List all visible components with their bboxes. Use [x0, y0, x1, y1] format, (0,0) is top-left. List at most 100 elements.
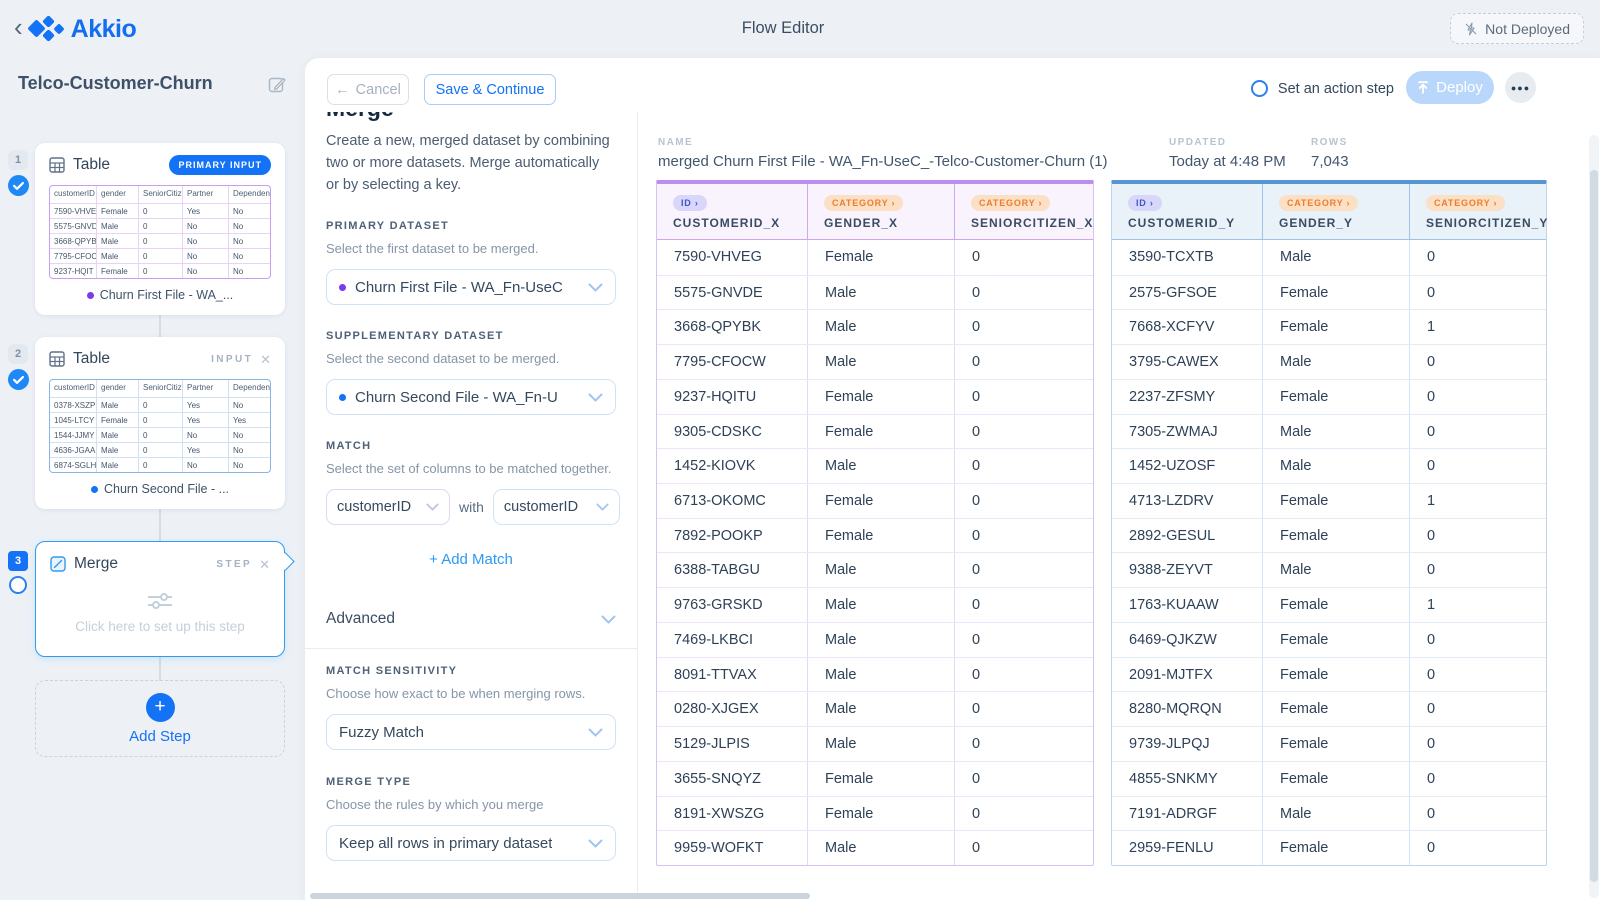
- column-header[interactable]: CATEGORY › SENIORCITIZEN_X: [954, 184, 1101, 239]
- table-cell: Female: [1262, 310, 1409, 345]
- card-title: Table: [73, 350, 111, 367]
- table-cell: 0: [1409, 692, 1546, 727]
- table-row: 7191-ADRGF Male 0: [1112, 795, 1546, 831]
- category-type-badge[interactable]: CATEGORY ›: [971, 195, 1051, 211]
- table-row: 2959-FENLU Female 0: [1112, 830, 1546, 865]
- table-row: 4855-SNKMY Female 0: [1112, 760, 1546, 796]
- flow-card-table-2[interactable]: Table INPUT ✕ customerID gender SeniorCiti…: [35, 337, 285, 509]
- mini-table-cell: No: [228, 442, 270, 457]
- more-options-button[interactable]: ●●●: [1505, 72, 1536, 103]
- cancel-label: Cancel: [355, 81, 401, 98]
- table-cell: 1763-KUAAW: [1129, 597, 1219, 614]
- match-left-select[interactable]: customerID: [326, 489, 450, 525]
- table-row: 7305-ZWMAJ Male 0: [1112, 413, 1546, 449]
- edit-flow-name-icon[interactable]: [268, 75, 287, 94]
- horizontal-scrollbar-thumb[interactable]: [310, 893, 810, 899]
- supplementary-dataset-select[interactable]: Churn Second File - WA_Fn-U: [326, 379, 616, 415]
- mini-table-cell: No: [182, 233, 228, 248]
- table-row: 7590-VHVEG Female 0: [657, 240, 1093, 275]
- table-cell: 1: [1409, 588, 1546, 622]
- table-row: 3795-CAWEX Male 0: [1112, 344, 1546, 379]
- table-row: 9388-ZEYVT Male 0: [1112, 552, 1546, 588]
- table-cell: Female: [1262, 727, 1409, 761]
- column-header[interactable]: CATEGORY › SENIORCITIZEN_Y: [1409, 184, 1556, 239]
- table-cell: 0: [954, 692, 1093, 727]
- table-row: 9305-CDSKC Female 0: [657, 413, 1093, 449]
- merge-type-label: MERGE TYPE: [326, 776, 412, 788]
- category-type-badge[interactable]: CATEGORY ›: [1426, 195, 1506, 211]
- match-sensitivity-select[interactable]: Fuzzy Match: [326, 714, 616, 750]
- close-icon[interactable]: ✕: [260, 351, 271, 367]
- back-chevron-icon[interactable]: ‹: [14, 12, 23, 42]
- mini-column-header: customerID: [54, 383, 95, 392]
- akkio-logo-icon[interactable]: [26, 15, 65, 42]
- match-right-select[interactable]: customerID: [492, 489, 620, 525]
- mini-table-row: 9237-HQIT Female 0 No No: [50, 263, 270, 278]
- primary-dataset-select[interactable]: Churn First File - WA_Fn-UseC: [326, 269, 616, 305]
- mini-table-cell: 6874-SGLH: [50, 457, 96, 472]
- table-cell: Male: [1262, 796, 1409, 831]
- chevron-down-icon: [426, 503, 439, 511]
- table-cell: Female: [1262, 518, 1409, 553]
- table-cell: Female: [807, 518, 954, 553]
- flow-card-merge[interactable]: Merge STEP ✕ Click here to set up this s…: [35, 541, 295, 657]
- table-cell: Male: [807, 727, 954, 761]
- add-match-link[interactable]: + Add Match: [429, 551, 513, 568]
- table-cell: 4855-SNKMY: [1129, 770, 1218, 787]
- table-cell: Male: [1262, 414, 1409, 449]
- deploy-button[interactable]: Deploy: [1406, 71, 1494, 104]
- mini-table-row: 0378-XSZP Male 0 Yes No: [50, 397, 270, 412]
- action-step-radio-icon[interactable]: [1250, 80, 1268, 97]
- table-cell: 1: [1409, 310, 1546, 345]
- column-header[interactable]: ID › CUSTOMERID_Y: [1112, 184, 1262, 239]
- column-header[interactable]: CATEGORY › GENDER_X: [807, 184, 954, 239]
- flow-card-table-1[interactable]: Table PRIMARY INPUT customerID gender Seni…: [35, 143, 285, 315]
- mini-column-header: gender: [96, 380, 138, 397]
- id-type-badge[interactable]: ID ›: [673, 195, 707, 211]
- mini-table-cell: No: [228, 203, 270, 218]
- table-row: 9763-GRSKD Male 0: [657, 587, 1093, 622]
- mini-column-header: Partner: [182, 186, 228, 203]
- table-cell: Female: [1262, 622, 1409, 657]
- table-row: 7469-LKBCI Male 0: [657, 621, 1093, 657]
- table-cell: 2892-GESUL: [1129, 527, 1216, 544]
- mini-table-cell: Yes: [182, 442, 228, 457]
- table-cell: Male: [807, 345, 954, 379]
- merge-type-select[interactable]: Keep all rows in primary dataset: [326, 825, 616, 861]
- primary-input-badge: PRIMARY INPUT: [169, 155, 271, 175]
- save-continue-button[interactable]: Save & Continue: [424, 74, 556, 105]
- table-row: 3668-QPYBK Male 0: [657, 309, 1093, 345]
- vertical-scrollbar-thumb[interactable]: [1590, 170, 1598, 882]
- table-row: 4713-LZDRV Female 1: [1112, 483, 1546, 518]
- category-type-badge[interactable]: CATEGORY ›: [824, 195, 904, 211]
- with-label: with: [459, 499, 484, 515]
- merge-type-value: Keep all rows in primary dataset: [339, 834, 553, 852]
- category-type-badge[interactable]: CATEGORY ›: [1279, 195, 1359, 211]
- not-deployed-button[interactable]: Not Deployed: [1450, 13, 1584, 44]
- column-header[interactable]: CATEGORY › GENDER_Y: [1262, 184, 1409, 239]
- table-cell: Male: [807, 657, 954, 692]
- setup-placeholder[interactable]: Click here to set up this step: [75, 618, 245, 634]
- id-type-badge[interactable]: ID ›: [1128, 195, 1162, 211]
- match-left-value: customerID: [337, 499, 412, 515]
- not-deployed-label: Not Deployed: [1485, 20, 1570, 37]
- table-cell: 0: [1409, 379, 1546, 414]
- add-step-button[interactable]: + Add Step: [35, 680, 285, 757]
- cancel-button[interactable]: ← Cancel: [327, 74, 409, 105]
- set-action-step[interactable]: Set an action step: [1250, 80, 1394, 97]
- step-number-3: 3: [8, 551, 28, 571]
- mini-table-cell: 0: [138, 218, 182, 233]
- mini-table-cell: 3668-QPYB: [50, 233, 96, 248]
- dataset-name-value: merged Churn First File - WA_Fn-UseC_-Te…: [658, 153, 1108, 170]
- mini-table-cell: 1544-JJMY: [50, 427, 96, 442]
- table-cell: 7590-VHVEG: [674, 249, 762, 265]
- advanced-toggle[interactable]: Advanced: [326, 610, 616, 628]
- table-cell: 9237-HQITU: [674, 388, 757, 405]
- column-header[interactable]: ID › CUSTOMERID_X: [657, 184, 807, 239]
- mini-table-cell: Yes: [228, 412, 270, 427]
- table-cell: 7469-LKBCI: [674, 631, 753, 648]
- brand-name[interactable]: Akkio: [70, 14, 137, 43]
- mini-table-cell: 7795-CFOC: [50, 248, 96, 263]
- close-icon[interactable]: ✕: [259, 556, 270, 572]
- mini-column-header: Dependent: [228, 186, 270, 203]
